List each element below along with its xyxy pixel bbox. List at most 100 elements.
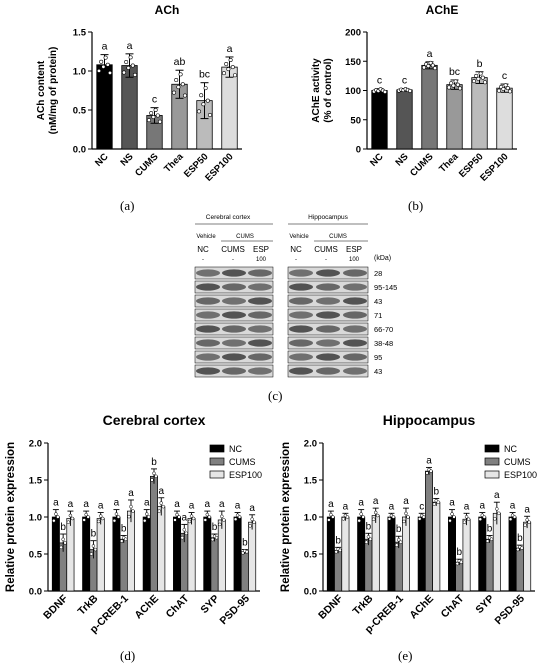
- data-point: [327, 518, 331, 522]
- significance-letter: a: [343, 501, 349, 512]
- x-tick-label: CUMS: [408, 151, 436, 179]
- data-point: [187, 519, 192, 524]
- data-point: [252, 520, 256, 524]
- data-point: [173, 518, 177, 522]
- data-point: [158, 119, 163, 124]
- bar-ache-esp100: [157, 506, 166, 592]
- data-point: [157, 509, 162, 513]
- significance-letter: b: [517, 533, 523, 544]
- data-point: [478, 71, 483, 76]
- data-point: [52, 518, 56, 523]
- data-point: [123, 537, 128, 541]
- blot-band: [289, 353, 313, 361]
- blot-band: [316, 353, 340, 361]
- bar-chat-nc: [173, 516, 182, 592]
- data-point: [505, 86, 510, 91]
- data-point: [146, 515, 151, 519]
- data-point: [394, 543, 399, 547]
- data-point: [207, 515, 212, 519]
- data-point: [56, 515, 60, 519]
- significance-letter: c: [402, 75, 407, 87]
- data-point: [108, 70, 113, 75]
- y-tick-label: 2.0: [29, 439, 42, 450]
- data-point: [503, 83, 508, 88]
- dose-value: -: [202, 257, 204, 263]
- data-point: [63, 541, 67, 545]
- blot-band: [196, 269, 220, 277]
- bar-psd-95-nc: [233, 516, 242, 592]
- blot-band: [343, 353, 367, 361]
- x-tick-label: SYP: [473, 593, 496, 616]
- significance-letter: a: [128, 488, 134, 499]
- blot-band: [289, 339, 313, 347]
- data-point: [180, 82, 185, 87]
- data-point: [159, 501, 164, 505]
- data-point: [371, 517, 376, 521]
- data-point: [100, 516, 105, 521]
- significance-letter: b: [487, 524, 493, 535]
- data-point: [129, 504, 133, 509]
- x-tick-label: BDNF: [316, 592, 346, 622]
- data-point: [96, 519, 101, 524]
- x-tick-label: PSD-95: [492, 593, 527, 628]
- significance-letter: a: [144, 498, 150, 509]
- data-point: [391, 515, 396, 519]
- kda-value: 43: [374, 367, 382, 376]
- significance-letter: a: [98, 501, 104, 512]
- significance-letter: a: [114, 498, 120, 509]
- data-point: [464, 515, 469, 519]
- bar-psd-95-esp100: [523, 521, 532, 592]
- blot-band: [289, 311, 313, 319]
- significance-letter: a: [427, 48, 433, 60]
- data-point: [161, 504, 166, 509]
- blot-band: [343, 311, 367, 319]
- data-point: [126, 65, 131, 70]
- data-point: [220, 514, 224, 519]
- y-tick-label: 1.5: [73, 28, 87, 39]
- data-point: [184, 531, 189, 536]
- cums-label: CUMS: [236, 234, 254, 240]
- legend-swatch-esp100: [209, 470, 225, 479]
- data-point: [485, 539, 490, 543]
- x-tick-label: NC: [93, 151, 111, 169]
- data-point: [483, 80, 488, 85]
- bar-syp-esp100: [217, 519, 226, 592]
- y-tick-label: 2.0: [304, 439, 317, 450]
- y-tick-label: 0.0: [73, 145, 86, 156]
- chart-cerebral-cortex: Cerebral cortex 0.0 0.5 1.0 1.5 2.0 Relative p…: [5, 412, 262, 636]
- data-point: [228, 58, 233, 63]
- significance-letter: a: [68, 499, 74, 510]
- blot-band: [196, 325, 220, 333]
- chart-title: AChE: [426, 3, 459, 17]
- region-label: Cerebral cortex: [206, 214, 251, 221]
- significance-letter: b: [457, 547, 463, 558]
- y-tick-label: 1.5: [29, 476, 43, 487]
- significance-letter: a: [510, 501, 516, 512]
- data-point: [329, 512, 333, 517]
- bar-trkb-nc: [82, 516, 91, 592]
- data-point: [222, 71, 227, 76]
- y-tick-label: 1.0: [73, 67, 86, 78]
- data-point: [508, 89, 513, 94]
- data-point: [472, 79, 477, 84]
- data-point: [189, 514, 194, 518]
- significance-letter: c: [377, 75, 382, 87]
- bar-ache-cums: [425, 470, 433, 592]
- chart-title: Hippocampus: [383, 412, 476, 428]
- data-point: [474, 73, 479, 78]
- data-point: [341, 517, 346, 521]
- bar-syp-cums: [210, 537, 219, 592]
- data-point: [68, 513, 73, 518]
- bar-p-creb-1-nc: [387, 516, 396, 592]
- data-point: [233, 517, 238, 521]
- data-point: [97, 68, 102, 73]
- data-point: [428, 60, 433, 65]
- blot-band: [316, 283, 340, 291]
- bar-nc: [96, 64, 113, 150]
- data-point: [91, 544, 96, 548]
- panel-label-b: (b): [408, 198, 424, 213]
- data-point: [154, 474, 158, 479]
- kda-value: 95-145: [374, 283, 397, 292]
- data-point: [89, 552, 94, 556]
- western-blot: Cerebral cortex Hippocampus Vehicle CUMS NC -…: [194, 214, 397, 378]
